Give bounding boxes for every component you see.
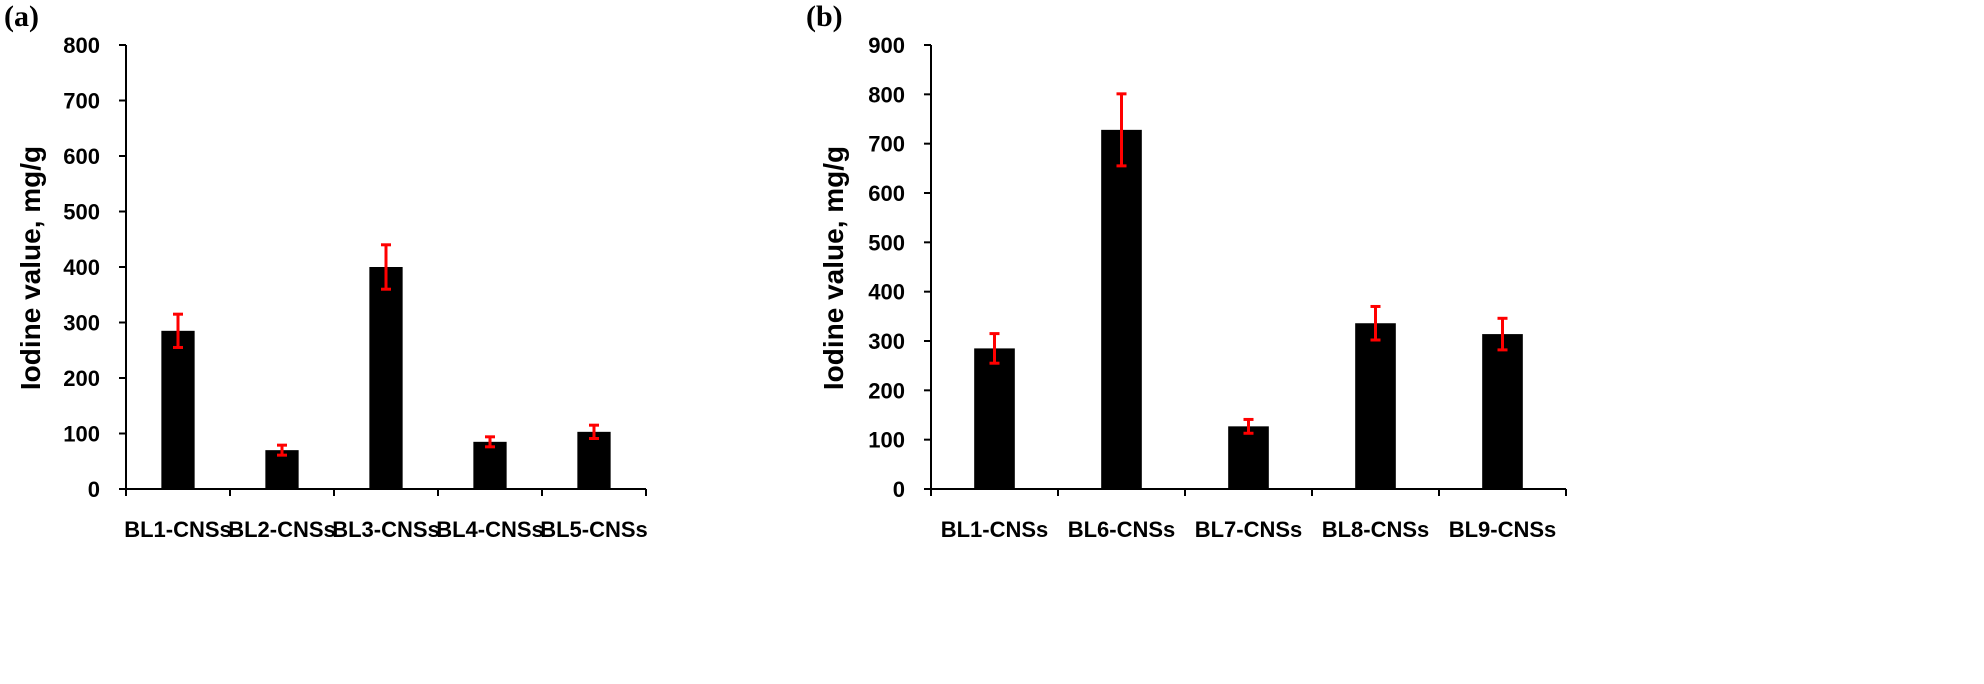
y-tick-label-b: 100 xyxy=(868,428,905,453)
error-bar-a-bl1-cnss xyxy=(173,312,183,349)
chart-panel-a: (a) Iodine value, mg/g 0 100 200 300 400 500 6… xyxy=(4,0,648,542)
y-tick-label-b: 200 xyxy=(868,378,905,403)
error-bar-b-bl1-cnss xyxy=(989,332,1000,365)
error-bar-b-bl8-cnss xyxy=(1370,304,1381,342)
x-tick-label-a: BL2-CNSs xyxy=(228,517,336,542)
error-bar-a-bl3-cnss xyxy=(381,243,391,291)
bar-b-bl9-cnss xyxy=(1482,334,1523,489)
bar-b-bl8-cnss xyxy=(1355,323,1396,489)
panel-label-a: (a) xyxy=(4,0,39,33)
bar-b-bl7-cnss xyxy=(1228,426,1269,489)
error-bar-a-bl2-cnss xyxy=(277,443,287,457)
x-tick-label-b: BL1-CNSs xyxy=(941,517,1049,542)
chart-panel-b: (b) Iodine value, mg/g 0 100 200 300 400 500 6… xyxy=(806,0,1567,542)
y-tick-label-a: 200 xyxy=(63,366,100,391)
y-tick-label-b: 300 xyxy=(868,329,905,354)
x-tick-label-b: BL7-CNSs xyxy=(1195,517,1303,542)
error-bar-b-bl7-cnss xyxy=(1243,417,1254,435)
bar-b-bl1-cnss xyxy=(974,348,1015,489)
error-bar-a-bl5-cnss xyxy=(589,423,599,440)
bar-b-bl6-cnss xyxy=(1101,129,1142,489)
x-tick-label-a: BL1-CNSs xyxy=(124,517,232,542)
y-tick-label-a: 100 xyxy=(63,422,100,447)
bar-a-bl1-cnss xyxy=(161,330,195,489)
x-tick-label-b: BL6-CNSs xyxy=(1068,517,1176,542)
x-tick-label-a: BL4-CNSs xyxy=(436,517,544,542)
y-tick-label-b: 900 xyxy=(868,33,905,58)
y-tick-label-b: 0 xyxy=(893,477,905,502)
bar-a-bl4-cnss xyxy=(473,441,507,489)
error-bar-b-bl6-cnss xyxy=(1116,92,1127,168)
y-tick-label-a: 500 xyxy=(63,200,100,225)
x-tick-label-a: BL3-CNSs xyxy=(332,517,440,542)
y-tick-label-b: 600 xyxy=(868,181,905,206)
y-tick-label-b: 800 xyxy=(868,82,905,107)
panel-label-b: (b) xyxy=(806,0,843,33)
error-bar-b-bl9-cnss xyxy=(1497,316,1508,352)
y-axis-title-a: Iodine value, mg/g xyxy=(15,146,46,390)
y-tick-label-a: 700 xyxy=(63,89,100,114)
y-tick-label-a: 300 xyxy=(63,311,100,336)
y-tick-label-a: 600 xyxy=(63,144,100,169)
y-tick-label-a: 0 xyxy=(88,477,100,502)
y-tick-label-b: 500 xyxy=(868,230,905,255)
x-tick-label-b: BL8-CNSs xyxy=(1322,517,1430,542)
y-tick-label-b: 400 xyxy=(868,280,905,305)
y-tick-label-a: 400 xyxy=(63,255,100,280)
x-tick-label-b: BL9-CNSs xyxy=(1449,517,1557,542)
x-tick-label-a: BL5-CNSs xyxy=(540,517,648,542)
y-tick-label-b: 700 xyxy=(868,132,905,157)
y-tick-label-a: 800 xyxy=(63,33,100,58)
bar-a-bl5-cnss xyxy=(577,431,611,489)
bar-a-bl3-cnss xyxy=(369,267,403,489)
error-bar-a-bl4-cnss xyxy=(485,435,495,449)
y-axis-title-b: Iodine value, mg/g xyxy=(818,146,849,390)
